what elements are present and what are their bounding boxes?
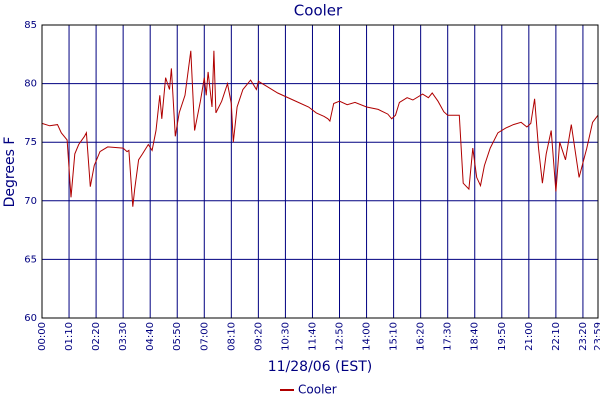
legend-label: Cooler <box>298 383 337 397</box>
x-tick-label: 04:40 <box>145 322 156 351</box>
x-tick-label: 05:50 <box>172 322 183 351</box>
x-tick-label: 08:10 <box>226 322 237 351</box>
x-tick-label: 15:10 <box>389 322 400 351</box>
plot-area <box>41 24 599 319</box>
x-tick-label: 22:10 <box>551 322 562 351</box>
x-tick-label: 11:40 <box>307 322 318 351</box>
x-tick-label: 09:20 <box>253 322 264 351</box>
y-tick-label: 65 <box>24 254 37 265</box>
y-tick-label: 80 <box>24 79 37 90</box>
data-line <box>41 50 599 207</box>
x-axis-label: 11/28/06 (EST) <box>268 359 373 375</box>
chart-title: Cooler <box>294 2 343 20</box>
x-tick-label: 03:30 <box>118 322 129 351</box>
y-tick-label: 60 <box>24 313 37 324</box>
y-tick-label: 70 <box>24 196 37 207</box>
x-tick-label: 23:59 <box>593 322 600 351</box>
y-tick-label: 75 <box>24 137 37 148</box>
x-tick-label: 18:40 <box>470 322 481 351</box>
x-tick-label: 23:20 <box>578 322 589 351</box>
x-tick-label: 00:00 <box>37 322 48 351</box>
x-tick-label: 21:00 <box>524 322 535 351</box>
x-tick-label: 19:50 <box>497 322 508 351</box>
x-tick-label: 12:50 <box>335 322 346 351</box>
y-axis-label: Degrees F <box>2 137 18 208</box>
x-tick-label: 10:30 <box>280 322 291 351</box>
x-tick-label: 17:30 <box>443 322 454 351</box>
plot-border <box>41 24 599 319</box>
y-tick-label: 85 <box>24 20 37 31</box>
x-tick-label: 16:20 <box>416 322 427 351</box>
x-tick-label: 01:10 <box>64 322 75 351</box>
x-tick-label: 02:20 <box>91 322 102 351</box>
x-tick-label: 14:00 <box>362 322 373 351</box>
x-tick-label: 07:00 <box>199 322 210 351</box>
